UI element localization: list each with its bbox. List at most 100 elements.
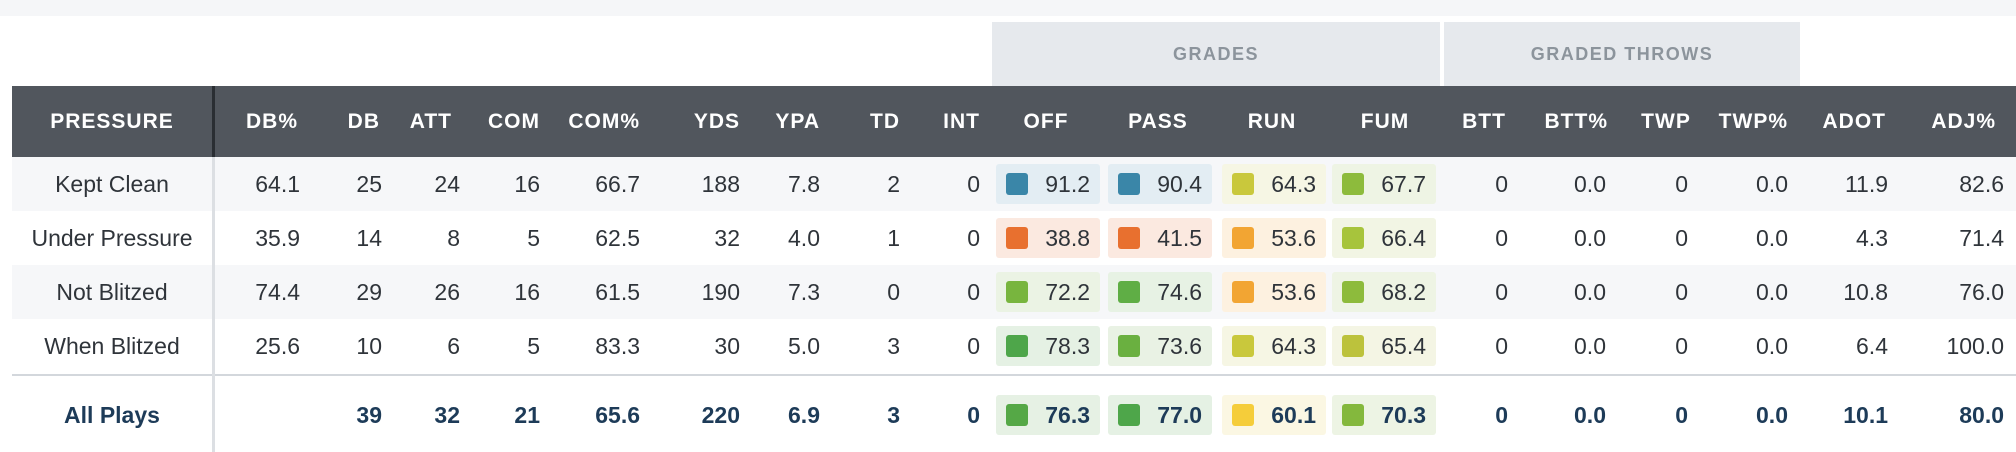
throw-stat-cell: 0.0 [1574,225,1606,251]
grade-value: 70.3 [1381,402,1426,428]
column-header-off[interactable]: OFF [1023,110,1069,133]
grade-value: 90.4 [1157,171,1202,197]
group-header-graded-throws: GRADED THROWS [1444,22,1800,86]
column-header-adot[interactable]: ADOT [1822,110,1886,133]
stat-cell: 3 [887,333,900,359]
grade-color-swatch [1232,404,1254,426]
column-header-db[interactable]: DB [347,110,380,133]
column-header-fum[interactable]: FUM [1360,110,1410,133]
column-header-adj-pct[interactable]: ADJ% [1931,110,1996,133]
table-header [12,86,2016,157]
column-header-btt-pct[interactable]: BTT% [1544,110,1608,133]
grade-color-swatch [1342,404,1364,426]
stat-cell: 64.1 [255,171,300,197]
grade-color-swatch [1118,227,1140,249]
column-header-com[interactable]: COM [488,110,540,133]
grade-color-swatch [1232,173,1254,195]
grade-badge: 53.6 [1222,218,1326,258]
column-header-twp[interactable]: TWP [1641,110,1691,133]
column-header-twp-pct[interactable]: TWP% [1718,110,1788,133]
grade-color-swatch [1232,227,1254,249]
grade-value: 68.2 [1381,279,1426,305]
grade-value: 91.2 [1045,171,1090,197]
grade-color-swatch [1342,281,1364,303]
throw-stat-cell: 0.0 [1574,402,1606,428]
throw-stat-cell: 0.0 [1756,402,1788,428]
stat-cell: 5 [527,333,540,359]
table-row: Not Blitzed 74.4 29 26 16 61.5 190 7.3 0 0 72.2 74.… [12,265,2016,319]
stat-cell: 74.4 [255,279,300,305]
grade-badge: 65.4 [1332,326,1436,366]
stat-cell: 24 [434,171,460,197]
grade-badge: 91.2 [996,164,1100,204]
grade-badge: 70.3 [1332,395,1436,435]
throw-stat-cell: 71.4 [1959,225,2004,251]
table-row: When Blitzed 25.6 10 6 5 83.3 30 5.0 3 0 78.3 73.6 6… [12,319,2016,373]
stat-cell: 14 [356,225,382,251]
grade-color-swatch [1342,173,1364,195]
grade-badge: 41.5 [1108,218,1212,258]
column-header-yds[interactable]: YDS [693,110,740,133]
column-header-td[interactable]: TD [870,110,900,133]
grade-value: 53.6 [1271,225,1316,251]
column-header-com-pct[interactable]: COM% [568,110,640,133]
grade-badge: 77.0 [1108,395,1212,435]
column-header-pass[interactable]: PASS [1128,110,1188,133]
stat-cell: 62.5 [595,225,640,251]
grade-color-swatch [1006,281,1028,303]
grade-value: 38.8 [1045,225,1090,251]
stat-cell: 190 [701,279,740,305]
column-header-db-pct[interactable]: DB% [245,110,298,133]
stat-cell: 2 [887,171,900,197]
column-header-ypa[interactable]: YPA [775,110,820,133]
grade-value: 53.6 [1271,279,1316,305]
throw-stat-cell: 0.0 [1756,225,1788,251]
column-header-att[interactable]: ATT [409,110,452,133]
column-header-run[interactable]: RUN [1247,110,1297,133]
throw-stat-cell: 0 [1495,225,1508,251]
column-header-btt[interactable]: BTT [1462,110,1506,133]
column-divider [212,86,215,452]
grade-value: 77.0 [1157,402,1202,428]
grade-badge: 67.7 [1332,164,1436,204]
column-header-int[interactable]: INT [943,110,980,133]
stat-cell: 35.9 [255,225,300,251]
throw-stat-cell: 0 [1675,225,1688,251]
grade-value: 64.3 [1271,333,1316,359]
grade-value: 78.3 [1045,333,1090,359]
stat-cell: 8 [447,225,460,251]
throw-stat-cell: 10.8 [1843,279,1888,305]
throw-stat-cell: 0 [1495,333,1508,359]
throw-stat-cell: 0 [1495,279,1508,305]
stat-cell: 16 [514,279,540,305]
row-label: Kept Clean [55,171,169,197]
column-header-pressure[interactable]: PRESSURE [50,110,174,133]
throw-stat-cell: 0.0 [1756,171,1788,197]
stat-cell [210,388,300,442]
top-strip [0,0,2016,16]
grade-value: 74.6 [1157,279,1202,305]
stat-cell: 39 [356,402,382,428]
grade-badge: 53.6 [1222,272,1326,312]
table-row: Under Pressure 35.9 14 8 5 62.5 32 4.0 1 0 38.8 41.… [12,211,2016,265]
stat-cell: 3 [887,402,900,428]
row-label: Not Blitzed [56,279,168,305]
grade-badge: 66.4 [1332,218,1436,258]
table-row: Kept Clean 64.1 25 24 16 66.7 188 7.8 2 0 91.2 90.4… [12,157,2016,211]
throw-stat-cell: 0.0 [1756,279,1788,305]
throw-stat-cell: 0 [1675,279,1688,305]
stat-cell: 0 [967,225,980,251]
stat-cell: 0 [967,402,980,428]
stat-cell: 66.7 [595,171,640,197]
grade-color-swatch [1232,335,1254,357]
stat-cell: 7.8 [788,171,820,197]
grade-badge: 64.3 [1222,326,1326,366]
throw-stat-cell: 0 [1675,171,1688,197]
group-header-grades: GRADES [992,22,1440,86]
stat-cell: 1 [887,225,900,251]
grade-badge: 38.8 [996,218,1100,258]
stat-cell: 10 [356,333,382,359]
row-label: All Plays [64,402,160,428]
stat-cell: 32 [714,225,740,251]
grade-value: 76.3 [1045,402,1090,428]
